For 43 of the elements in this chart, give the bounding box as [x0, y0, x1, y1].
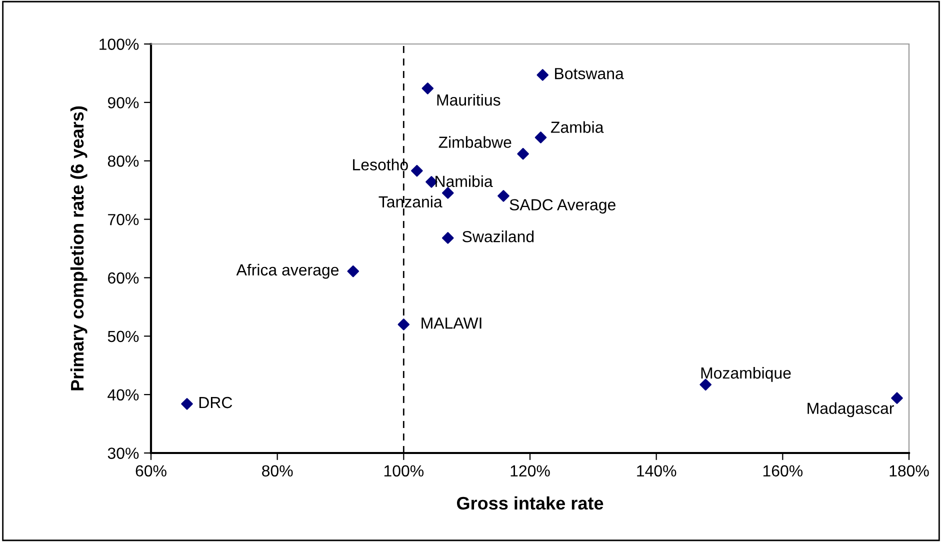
- point: [442, 232, 454, 244]
- x-tick-label: 180%: [890, 465, 929, 477]
- y-tick-label: 40%: [108, 389, 139, 401]
- y-tick-label: 80%: [108, 155, 139, 167]
- y-tick-label: 100%: [100, 38, 139, 50]
- point: [422, 82, 434, 94]
- y-axis-title: Primary completion rate (6 years): [70, 106, 88, 390]
- point: [534, 132, 547, 144]
- y-tick-label: 90%: [108, 97, 139, 108]
- annotation: MALAWI: [422, 318, 482, 329]
- x-tick-label: 100%: [384, 465, 424, 477]
- x-tick-label: 60%: [136, 465, 166, 477]
- annotation: Namibia: [436, 175, 493, 188]
- annotation: DRC: [199, 396, 232, 408]
- point: [442, 187, 454, 199]
- x-axis-title: Gross intake rate: [456, 496, 604, 510]
- y-tick-label: 50%: [108, 330, 139, 342]
- point: [398, 318, 410, 330]
- point: [181, 398, 193, 410]
- annotation: Zambia: [550, 121, 604, 133]
- annotation: Mauritius: [437, 94, 500, 106]
- x-tick-label: 120%: [510, 465, 550, 477]
- point: [411, 164, 423, 177]
- x-tick-label: 160%: [763, 465, 803, 477]
- point: [536, 69, 549, 81]
- annotation: SADC Average: [510, 199, 616, 214]
- y-tick-label: 70%: [108, 214, 139, 226]
- annotation: Lesotho: [353, 158, 408, 170]
- annotation: Zimbabwe: [438, 136, 512, 148]
- annotation: Africa average: [236, 264, 339, 279]
- point: [891, 392, 903, 404]
- annotation: Tanzania: [378, 196, 442, 208]
- x-tick-label: 140%: [637, 465, 676, 477]
- point: [347, 265, 360, 278]
- annotation: Botswana: [555, 68, 624, 80]
- y-tick-label: 60%: [108, 272, 139, 284]
- point: [498, 190, 510, 202]
- y-tick-label: 30%: [108, 448, 139, 459]
- point: [517, 148, 529, 160]
- annotation: Madagascar: [808, 402, 894, 418]
- x-tick-label: 80%: [262, 465, 293, 477]
- annotation: Mozambique: [701, 366, 791, 382]
- annotation: Swaziland: [462, 230, 534, 242]
